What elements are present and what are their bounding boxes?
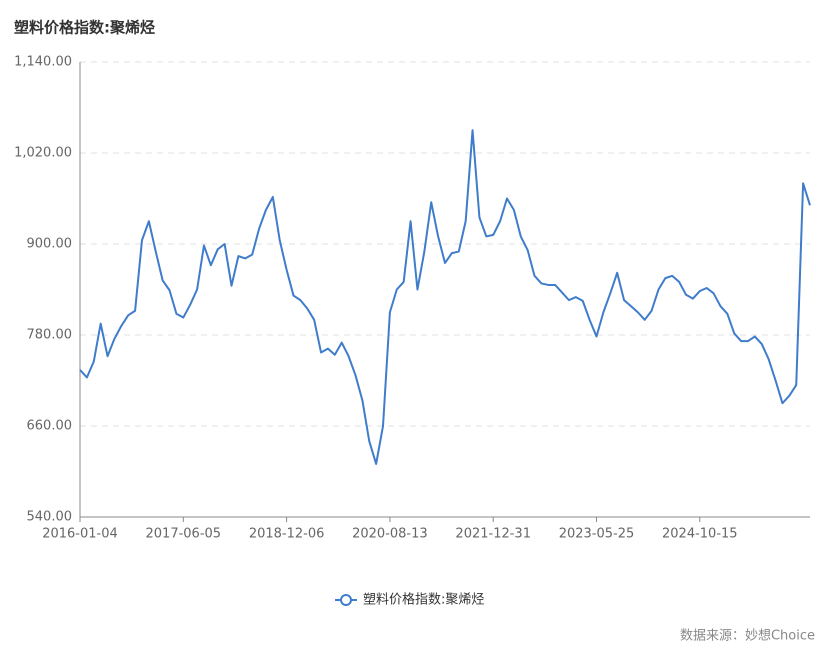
legend-icon-marker bbox=[340, 594, 352, 606]
x-tick-label: 2021-12-31 bbox=[455, 527, 531, 542]
x-tick-label: 2023-05-25 bbox=[559, 527, 635, 542]
x-tick-label: 2017-06-05 bbox=[146, 527, 222, 542]
line-series bbox=[79, 129, 811, 465]
x-tick-label: 2024-10-15 bbox=[662, 527, 738, 542]
y-tick-label: 780.00 bbox=[27, 328, 73, 343]
chart-title: 塑料价格指数:聚烯烃 bbox=[14, 19, 155, 37]
y-tick-label: 900.00 bbox=[27, 237, 73, 252]
x-tick-label: 2016-01-04 bbox=[42, 527, 118, 542]
y-tick-label: 1,140.00 bbox=[14, 55, 72, 70]
y-tick-label: 660.00 bbox=[27, 419, 73, 434]
y-tick-label: 540.00 bbox=[27, 510, 73, 525]
x-tick-label: 2018-12-06 bbox=[249, 527, 325, 542]
legend-label: 塑料价格指数:聚烯烃 bbox=[363, 592, 484, 608]
source-note: 数据来源：妙想Choice bbox=[680, 628, 815, 644]
y-tick-label: 1,020.00 bbox=[14, 146, 72, 161]
x-tick-label: 2020-08-13 bbox=[352, 527, 428, 542]
